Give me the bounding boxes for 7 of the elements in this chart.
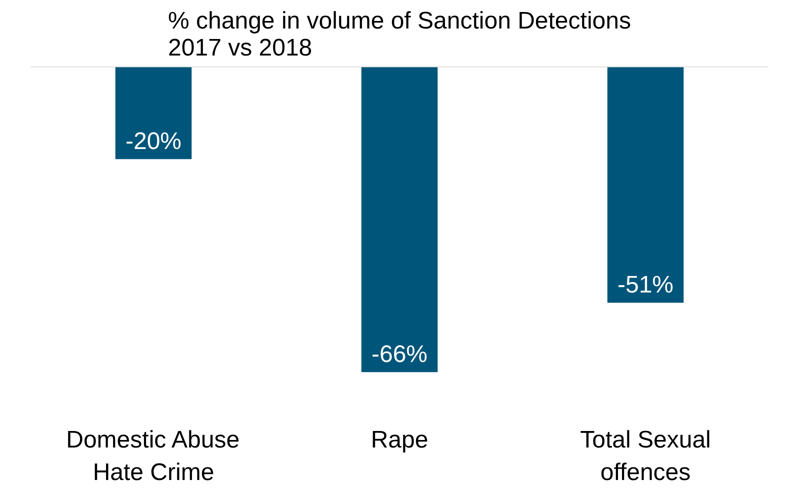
x-tick-label: Domestic Abuse Hate Crime xyxy=(66,426,240,486)
chart-title: % change in volume of Sanction Detections 2017 vs 2018 xyxy=(168,8,631,62)
data-label: -51% xyxy=(617,272,674,299)
x-tick-label: Rape xyxy=(370,426,428,454)
data-label: -66% xyxy=(371,341,428,368)
x-tick-label: Total Sexual offences xyxy=(580,426,711,486)
data-label: -20% xyxy=(125,128,182,156)
